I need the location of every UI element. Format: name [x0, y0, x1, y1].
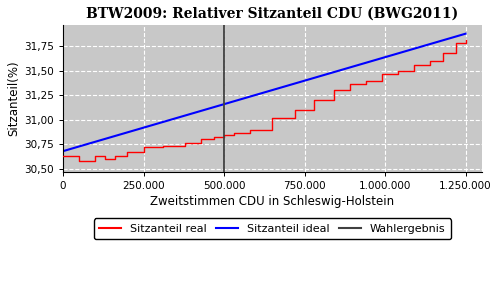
Title: BTW2009: Relativer Sitzanteil CDU (BWG2011): BTW2009: Relativer Sitzanteil CDU (BWG20…: [86, 7, 459, 21]
Legend: Sitzanteil real, Sitzanteil ideal, Wahlergebnis: Sitzanteil real, Sitzanteil ideal, Wahle…: [94, 218, 451, 239]
X-axis label: Zweitstimmen CDU in Schleswig-Holstein: Zweitstimmen CDU in Schleswig-Holstein: [150, 195, 394, 208]
Y-axis label: Sitzanteil(%): Sitzanteil(%): [7, 61, 20, 136]
